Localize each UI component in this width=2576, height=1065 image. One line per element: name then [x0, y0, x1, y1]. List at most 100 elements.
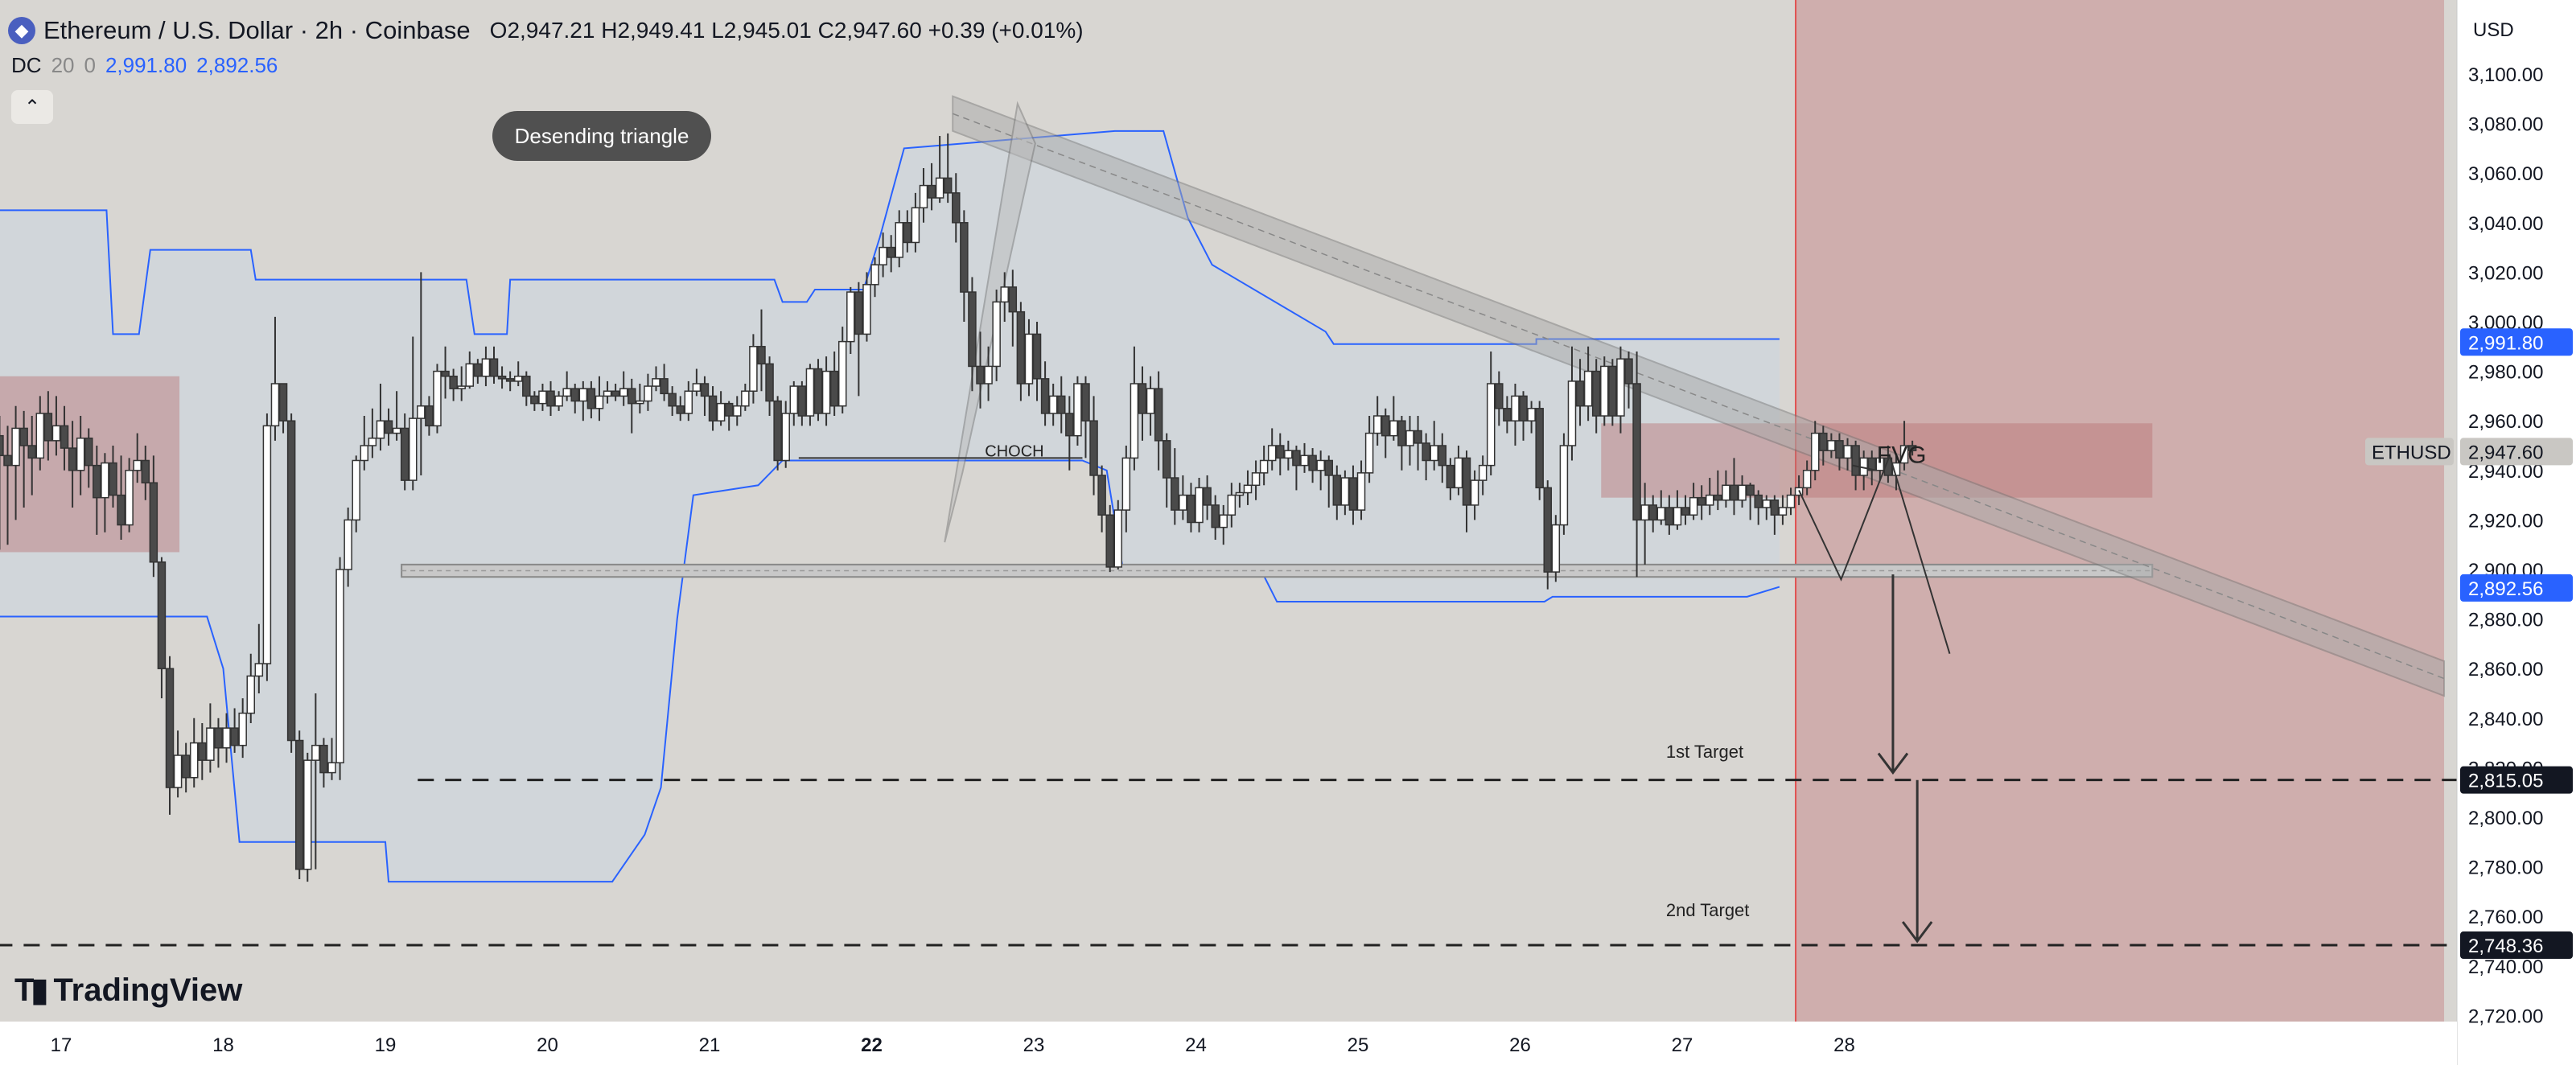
donchian-fill — [0, 130, 1780, 882]
candle-body — [976, 365, 985, 384]
candle-body — [765, 363, 774, 402]
candle-body — [60, 425, 69, 449]
candle — [198, 722, 207, 780]
candle — [1551, 515, 1561, 582]
candle — [465, 351, 475, 389]
candle-body — [181, 755, 191, 779]
candle — [789, 380, 799, 426]
candle — [1219, 504, 1228, 545]
candle-body — [1478, 464, 1488, 481]
candle — [1267, 428, 1277, 471]
candle-body — [93, 464, 101, 499]
candle — [1048, 384, 1058, 426]
candle — [1511, 384, 1520, 446]
candle-body — [911, 207, 920, 244]
candle-body — [1414, 430, 1422, 444]
candle-body — [1535, 408, 1544, 489]
brand-text: TradingView — [53, 972, 243, 1008]
candle-body — [1714, 494, 1722, 501]
candle-body — [733, 405, 742, 417]
candle — [319, 738, 328, 788]
candle-body — [1397, 420, 1406, 446]
candle-body — [206, 727, 215, 761]
candle-body — [457, 385, 466, 389]
time-axis-bg — [0, 1022, 2457, 1065]
candle-body — [530, 395, 539, 405]
candle-body — [1722, 484, 1730, 501]
symbol-title[interactable]: Ethereum / U.S. Dollar · 2h · Coinbase — [43, 16, 471, 44]
candle — [1495, 371, 1504, 426]
candle-body — [1284, 450, 1293, 459]
candle-body — [586, 388, 596, 409]
candle — [368, 408, 377, 458]
candle — [1754, 490, 1763, 525]
candle — [1057, 376, 1066, 434]
candle-body — [1040, 378, 1050, 414]
candle — [1738, 475, 1747, 508]
candle — [270, 316, 280, 441]
candle — [952, 173, 961, 243]
candle-body — [1438, 445, 1447, 467]
candle — [1300, 442, 1309, 473]
collapse-legend-button[interactable]: ⌃ — [11, 90, 53, 124]
candle — [781, 401, 790, 468]
candle-body — [1843, 445, 1852, 459]
candle-body — [1081, 383, 1090, 421]
candle — [554, 391, 563, 411]
chart-note-label[interactable]: Desending triangle — [492, 111, 711, 161]
time-axis: 17 18 19 20 21 22 23 24 25 26 27 28 — [0, 1022, 2457, 1065]
path-projection-small — [1852, 464, 1877, 471]
candle-body — [870, 264, 879, 286]
candle-body — [1332, 475, 1342, 506]
candle — [692, 368, 702, 397]
candle — [1608, 359, 1617, 426]
candle-body — [344, 519, 352, 570]
candle-body — [1162, 440, 1171, 479]
candle-body — [668, 393, 677, 407]
candle-body — [1000, 286, 1009, 303]
candle — [1430, 421, 1438, 471]
candle — [1470, 470, 1479, 520]
candle — [1907, 440, 1917, 456]
candle-body — [1381, 415, 1390, 437]
candle-body — [311, 744, 320, 761]
candle-body — [1608, 365, 1617, 417]
candle-body — [813, 368, 823, 414]
candle-body — [1422, 442, 1430, 462]
candle — [513, 361, 523, 387]
candle-body — [1648, 504, 1657, 521]
candle-body — [1673, 507, 1682, 526]
candle — [927, 162, 936, 211]
candle — [1600, 356, 1609, 426]
candle-body — [230, 727, 239, 746]
candle — [0, 416, 4, 550]
candle-body — [165, 668, 175, 788]
candle-body — [43, 413, 53, 442]
candle-body — [1405, 430, 1414, 446]
candle-body — [68, 447, 77, 471]
candle-body — [133, 459, 142, 471]
candle — [1697, 485, 1706, 520]
candle-body — [303, 759, 312, 870]
candle-body — [1259, 459, 1269, 474]
candle — [1478, 455, 1488, 495]
candle — [262, 413, 272, 681]
tradingview-logo[interactable]: T▮ TradingView — [14, 972, 242, 1009]
candle-body — [708, 395, 718, 421]
candle-body — [368, 438, 377, 446]
candle — [19, 410, 28, 508]
indicator-legend[interactable]: DC 20 0 2,991.80 2,892.56 — [11, 53, 278, 78]
candle — [1340, 470, 1350, 516]
candle-body — [1770, 500, 1780, 516]
candle — [1681, 495, 1690, 525]
currency-button[interactable]: USD — [2463, 11, 2565, 50]
x-tick-label: 19 — [375, 1034, 397, 1056]
candle — [1397, 416, 1406, 471]
candle — [109, 446, 117, 508]
candle — [117, 455, 126, 541]
plot-area: CHOCH FVG 1st Target 2nd Target — [0, 0, 2457, 1022]
candle — [222, 713, 231, 763]
close-value: C2,947.60 — [817, 18, 922, 43]
candle — [879, 232, 887, 278]
